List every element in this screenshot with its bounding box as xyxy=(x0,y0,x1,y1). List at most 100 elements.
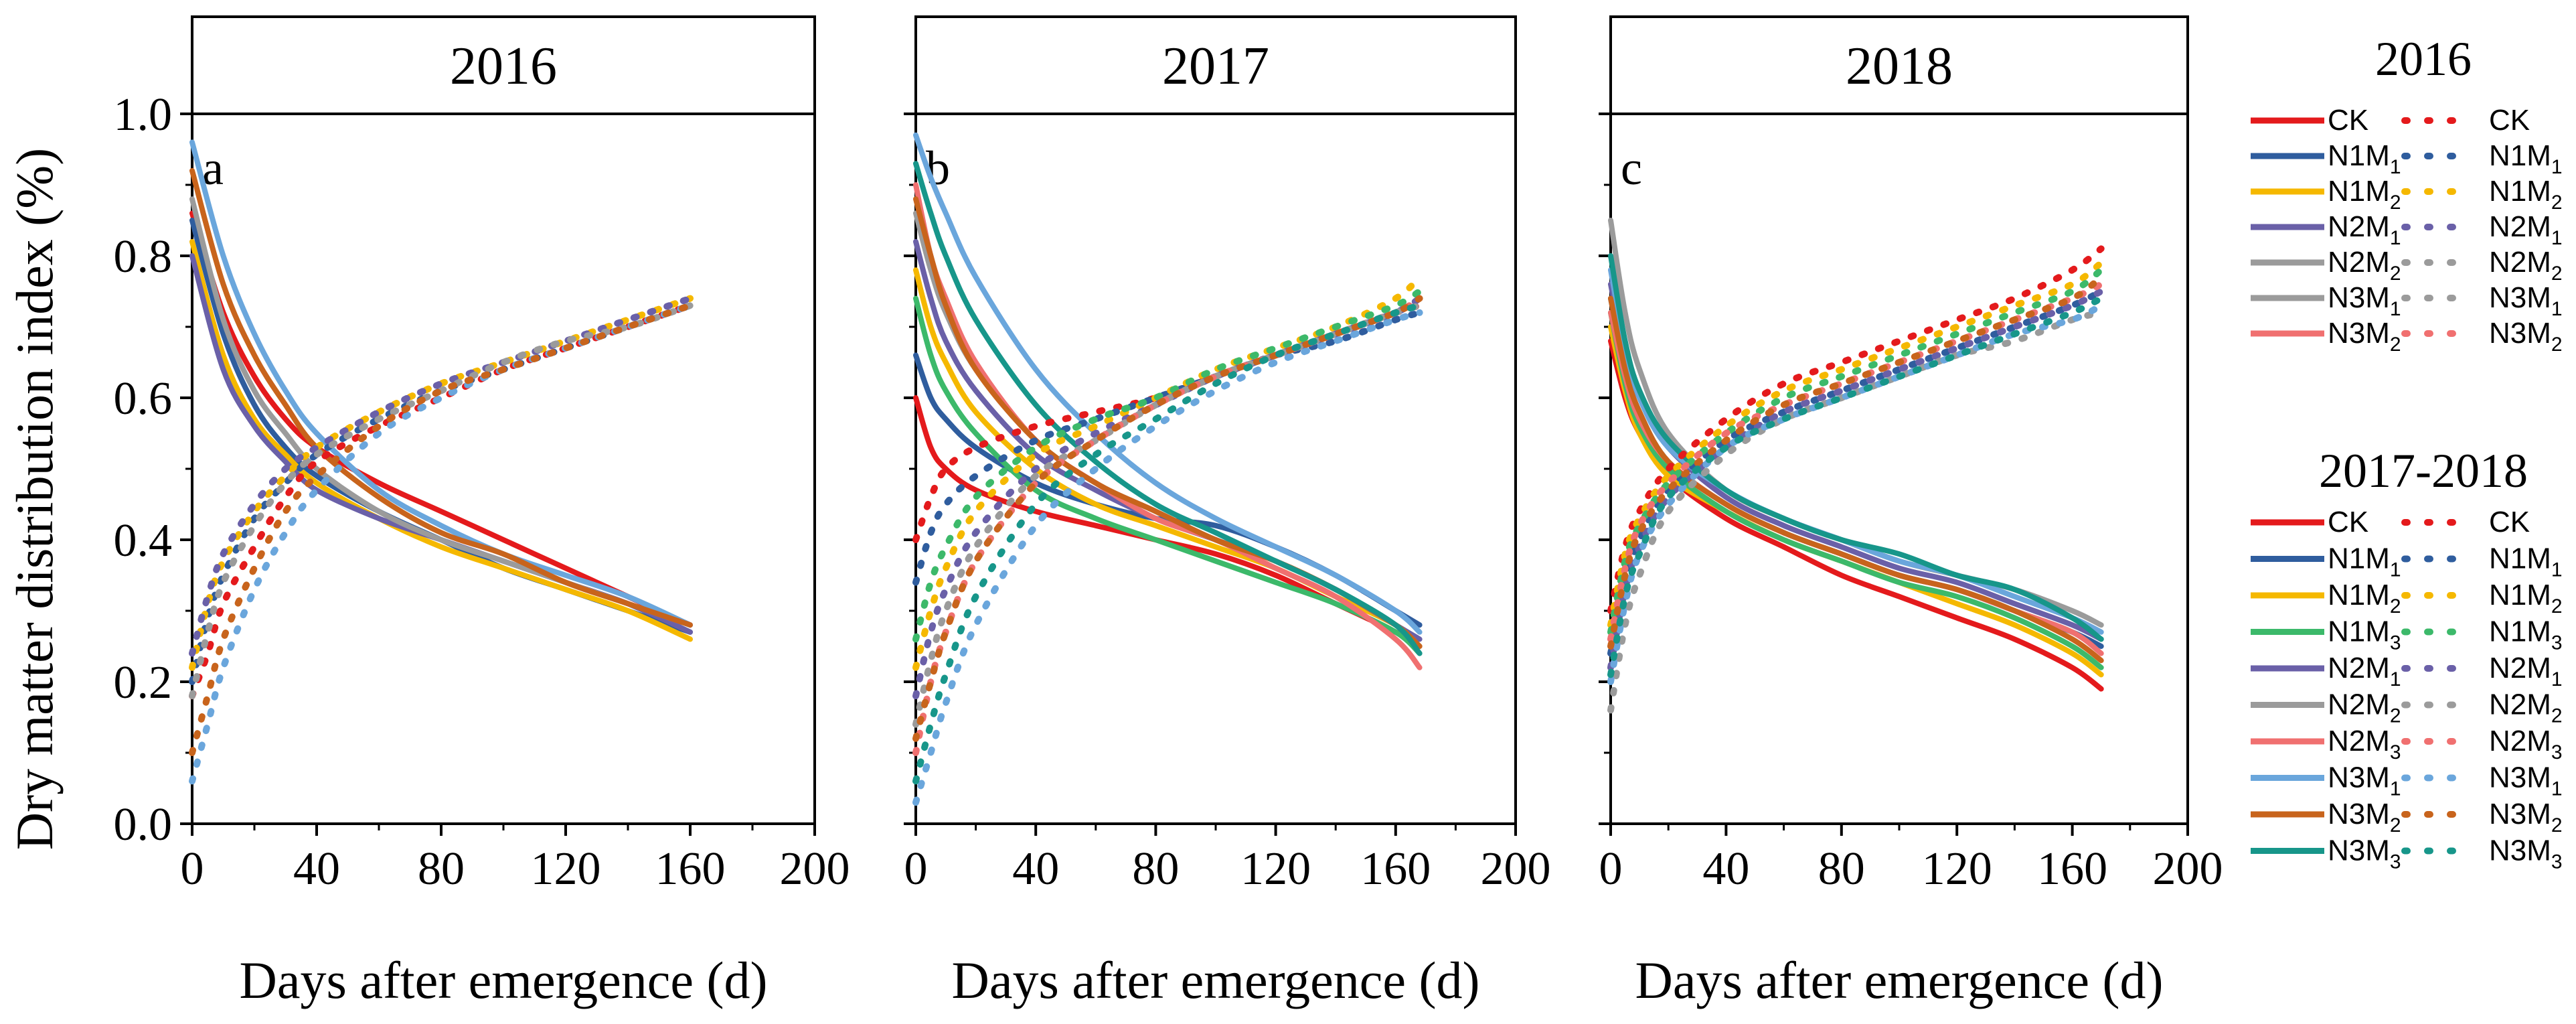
legend-label: N3M2 xyxy=(2489,317,2563,356)
y-tick-label: 0.4 xyxy=(114,515,173,567)
legend-subscript: 2 xyxy=(2390,814,2401,836)
legend-subscript: 3 xyxy=(2551,851,2563,873)
x-tick-label: 160 xyxy=(2037,843,2107,895)
x-tick-label: 80 xyxy=(1132,843,1179,895)
legend-item: N2M2 N2M2 xyxy=(2251,688,2563,727)
x-tick-label: 200 xyxy=(2153,843,2223,895)
series-N3M3-solid xyxy=(913,161,1423,656)
legend-label: N2M1 xyxy=(2489,652,2563,690)
legend-label: N2M1 xyxy=(2489,210,2563,249)
legend-label: CK xyxy=(2489,506,2530,538)
series-CK-dotted xyxy=(1607,245,2105,614)
legend-label: N2M3 xyxy=(2489,725,2563,763)
legend-subscript: 2 xyxy=(2390,192,2401,214)
legend-label: N1M1 xyxy=(2489,139,2563,178)
legend-label: N1M2 xyxy=(2328,175,2401,214)
x-tick-label: 0 xyxy=(1599,843,1623,895)
legend-label: N2M1 xyxy=(2328,652,2401,690)
legend-subscript: 1 xyxy=(2390,559,2401,581)
legend-label: N2M2 xyxy=(2489,246,2563,285)
legend-item: N2M2 N2M2 xyxy=(2251,246,2563,285)
x-tick-label: 0 xyxy=(904,843,928,895)
legend-label: N1M3 xyxy=(2489,615,2563,654)
legend-label: N2M2 xyxy=(2489,688,2563,727)
y-tick-label: 0.2 xyxy=(114,657,173,709)
legend-subscript: 1 xyxy=(2390,298,2401,320)
legend-item: N3M1 N3M1 xyxy=(2251,281,2563,320)
legend-label: N1M1 xyxy=(2328,139,2401,178)
legend-subscript: 1 xyxy=(2390,156,2401,178)
legend-label: CK xyxy=(2328,506,2368,538)
legend-label: N3M3 xyxy=(2328,834,2401,873)
legend-subscript: 2 xyxy=(2390,334,2401,356)
x-axis-label: Days after emergence (d) xyxy=(952,951,1480,1009)
legend-label: N3M3 xyxy=(2489,834,2563,873)
series-N3M3-dotted xyxy=(1607,295,2105,678)
legend-subscript: 2 xyxy=(2551,334,2563,356)
x-tick-label: 40 xyxy=(1702,843,1749,895)
series-N2M2-solid xyxy=(189,196,693,628)
series-N3M2-dotted xyxy=(1607,273,2105,650)
legend-label: N3M2 xyxy=(2489,798,2563,836)
legend-label: CK xyxy=(2489,104,2530,137)
legend-label: N3M1 xyxy=(2328,761,2401,800)
panel-title: 2017 xyxy=(1162,37,1269,96)
x-tick-label: 200 xyxy=(780,843,850,895)
x-tick-label: 0 xyxy=(181,843,204,895)
legend-label: N3M1 xyxy=(2328,281,2401,320)
panel-c: 2018 c 0 40 80 120 160 200 Days after emergence … xyxy=(1599,15,2223,1009)
series-N3M1-solid xyxy=(913,132,1423,635)
legend-title: 2017-2018 xyxy=(2319,444,2528,498)
series-N3M2-solid xyxy=(189,167,693,628)
legend-label: N3M1 xyxy=(2489,281,2563,320)
y-tick-label: 0.0 xyxy=(114,799,173,851)
series-N2M1-dotted xyxy=(189,295,694,657)
legend-subscript: 1 xyxy=(2551,559,2563,581)
x-axis-label: Days after emergence (d) xyxy=(1635,951,2164,1009)
legend-subscript: 3 xyxy=(2390,632,2401,654)
legend-item: N2M1 N2M1 xyxy=(2251,210,2563,249)
series-N1M1-dotted xyxy=(912,309,1423,586)
legend-subscript: 3 xyxy=(2551,632,2563,654)
legend-subscript: 2 xyxy=(2551,263,2563,285)
series-N3M1-dotted xyxy=(912,309,1423,806)
legend-item: N3M2 N3M2 xyxy=(2251,798,2563,836)
series-N2M2-dotted xyxy=(189,302,694,700)
x-axis-label: Days after emergence (d) xyxy=(240,951,768,1009)
legend-subscript: 3 xyxy=(2551,741,2563,763)
legend-item: CK CK xyxy=(2251,104,2530,137)
panel-title: 2018 xyxy=(1846,37,1953,96)
legend-subscript: 2 xyxy=(2551,192,2563,214)
legend-subscript: 1 xyxy=(2551,778,2563,800)
series-N3M3-solid xyxy=(1608,253,2104,642)
legend-label: N1M1 xyxy=(2328,542,2401,581)
x-tick-label: 120 xyxy=(531,843,601,895)
series-N3M1-solid xyxy=(189,139,693,628)
series-N3M2-solid xyxy=(1608,295,2104,664)
legend-item: N1M1 N1M1 xyxy=(2251,542,2563,581)
legend-subscript: 1 xyxy=(2390,668,2401,690)
legend-label: N3M2 xyxy=(2328,317,2401,356)
y-tick-label: 0.8 xyxy=(114,231,173,283)
legend-subscript: 3 xyxy=(2390,741,2401,763)
legend-title: 2016 xyxy=(2375,32,2472,86)
legend-label: N2M2 xyxy=(2328,246,2401,285)
legend-item: N1M1 N1M1 xyxy=(2251,139,2563,178)
series-N3M2-dotted xyxy=(189,302,694,756)
y-tick-label: 0.6 xyxy=(114,373,173,425)
series-N3M2-dotted xyxy=(912,295,1423,742)
legend-subscript: 1 xyxy=(2390,227,2401,249)
legend-item: N1M3 N1M3 xyxy=(2251,615,2563,654)
legend-label: CK xyxy=(2328,104,2368,137)
series-N2M1-solid xyxy=(189,253,693,635)
y-axis-label: Dry matter distribution index (%) xyxy=(5,148,64,850)
legend-item: N3M1 N3M1 xyxy=(2251,761,2563,800)
legend-subscript: 1 xyxy=(2551,227,2563,249)
x-tick-label: 40 xyxy=(293,843,340,895)
series-CK-solid xyxy=(189,210,693,628)
legend-label: N1M3 xyxy=(2328,615,2401,654)
